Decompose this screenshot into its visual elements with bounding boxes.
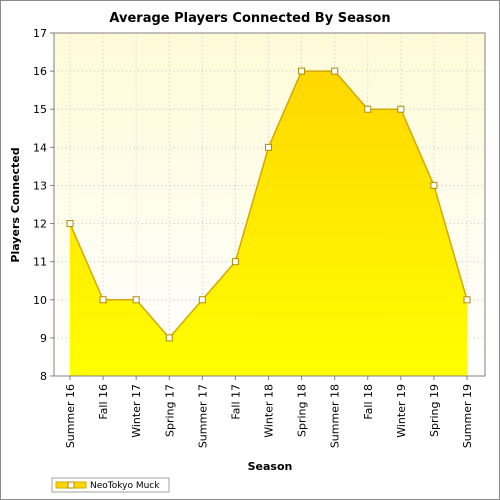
x-tick-label: Summer 19 bbox=[461, 384, 474, 448]
x-tick-label: Winter 18 bbox=[263, 384, 276, 438]
legend-label: NeoTokyo Muck bbox=[90, 481, 160, 491]
x-axis-label: Season bbox=[248, 460, 293, 473]
data-point bbox=[397, 105, 405, 113]
y-tick-label: 17 bbox=[33, 27, 47, 40]
y-tick-labels: 8 9 10 11 12 13 14 15 16 17 bbox=[33, 27, 47, 383]
legend: NeoTokyo Muck bbox=[51, 477, 170, 493]
data-point bbox=[298, 67, 306, 75]
x-tick-label: Summer 17 bbox=[196, 384, 209, 448]
data-point bbox=[231, 258, 239, 266]
data-point bbox=[132, 296, 140, 304]
data-point bbox=[99, 296, 107, 304]
chart-title: Average Players Connected By Season bbox=[109, 11, 390, 26]
data-point bbox=[364, 105, 372, 113]
data-point bbox=[265, 143, 272, 151]
x-tick-label: Summer 18 bbox=[329, 384, 342, 448]
legend-marker bbox=[67, 481, 75, 489]
y-tick-label: 9 bbox=[40, 332, 47, 345]
x-tick-label: Summer 16 bbox=[64, 384, 77, 448]
x-tick-label: Spring 18 bbox=[296, 384, 309, 437]
plot-border bbox=[53, 32, 486, 377]
data-point bbox=[430, 181, 438, 189]
y-tick-label: 15 bbox=[33, 103, 47, 116]
x-tick-labels: Summer 16 Fall 16 Winter 17 Spring 17 Summer… bbox=[64, 384, 474, 448]
data-point bbox=[66, 220, 74, 228]
data-point bbox=[198, 296, 206, 304]
x-tick-label: Winter 19 bbox=[395, 384, 408, 438]
data-point bbox=[165, 334, 173, 342]
x-tick-label: Winter 17 bbox=[130, 384, 143, 438]
y-tick-label: 11 bbox=[33, 256, 47, 269]
y-tick-label: 8 bbox=[40, 370, 47, 383]
x-tick-label: Spring 19 bbox=[428, 384, 441, 437]
x-tick-label: Fall 16 bbox=[97, 384, 110, 420]
x-tick-label: Fall 18 bbox=[362, 384, 375, 420]
axes bbox=[50, 32, 486, 380]
y-tick-label: 14 bbox=[33, 141, 47, 154]
series-area bbox=[70, 71, 467, 376]
y-tick-label: 13 bbox=[33, 179, 47, 192]
y-axis-label: Players Connected bbox=[9, 147, 22, 262]
y-tick-label: 12 bbox=[33, 218, 47, 231]
data-point bbox=[463, 296, 471, 304]
y-tick-label: 16 bbox=[33, 65, 47, 78]
y-tick-label: 10 bbox=[33, 294, 47, 307]
series-layer bbox=[66, 67, 471, 376]
x-tick-label: Fall 17 bbox=[229, 384, 242, 420]
data-point bbox=[331, 67, 339, 75]
x-tick-label: Spring 17 bbox=[163, 384, 176, 437]
